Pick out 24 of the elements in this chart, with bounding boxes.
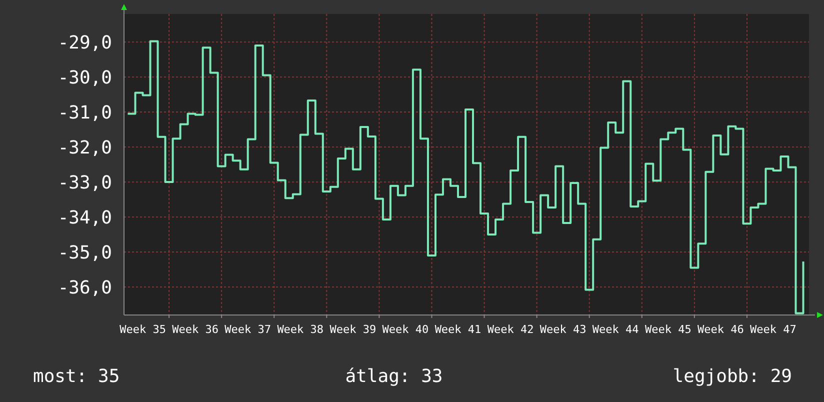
x-tick-label: Week 35 — [120, 323, 166, 336]
x-tick-label: Week 41 — [434, 323, 482, 336]
x-tick-label: Week 42 — [487, 323, 534, 336]
x-tick-label: Week 38 — [277, 323, 324, 336]
y-tick-label: -35,0 — [58, 242, 112, 264]
x-tick-label: Week 47 — [750, 323, 796, 336]
x-tick-label: Week 39 — [330, 323, 376, 336]
text: legjobb: 29 — [672, 366, 792, 387]
x-tick-label: Week 37 — [224, 323, 272, 336]
x-tick-label: Week 36 — [172, 323, 218, 336]
x-tick-label: Week 46 — [698, 323, 744, 336]
y-tick-label: -29,0 — [58, 32, 112, 54]
y-tick-label: -33,0 — [58, 172, 112, 194]
y-tick-label: -32,0 — [58, 137, 112, 158]
x-tick-label: Week 45 — [644, 323, 692, 336]
x-tick-label: Week 40 — [382, 323, 429, 336]
y-tick-label: -34,0 — [58, 207, 112, 228]
y-tick-label: -31,0 — [58, 102, 112, 124]
text: most: 35 — [33, 366, 120, 387]
x-tick-label: Week 43 — [540, 323, 586, 336]
y-tick-label: -36,0 — [58, 277, 112, 298]
text: átlag: 33 — [345, 366, 443, 387]
x-tick-label: Week 44 — [592, 323, 640, 336]
y-tick-label: -30,0 — [58, 67, 112, 88]
